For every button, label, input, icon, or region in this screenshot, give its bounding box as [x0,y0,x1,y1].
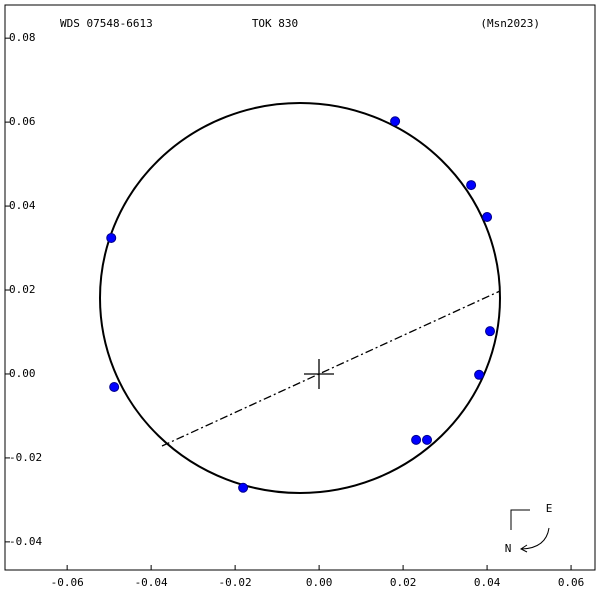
header-center: TOK 830 [252,17,298,30]
observation-point [466,180,477,191]
x-tick-label: -0.04 [135,576,168,589]
y-tick-label: 0.06 [9,115,36,128]
y-tick-label: 0.04 [9,199,36,212]
x-tick-label: 0.04 [474,576,501,589]
compass-east: E [546,502,553,515]
y-tick-label: 0.02 [9,283,36,296]
compass-north: N [505,542,512,555]
observation-point [474,369,485,380]
observation-point [390,116,401,127]
plot-frame [4,4,596,571]
compass-arms [510,509,530,530]
y-tick-label: 0.08 [9,31,36,44]
observation-point [238,482,249,493]
y-tick-label: -0.04 [9,535,42,548]
observation-point [109,381,120,392]
observation-point [482,211,493,222]
x-tick-label: -0.06 [51,576,84,589]
x-tick-label: 0.00 [306,576,333,589]
y-tick-label: -0.02 [9,451,42,464]
observation-point [411,434,422,445]
orbit [99,102,501,494]
compass-arrow [520,527,550,553]
x-tick-label: 0.06 [558,576,585,589]
x-tick-label: -0.02 [219,576,252,589]
y-tick-label: 0.00 [9,367,36,380]
header-left: WDS 07548-6613 [60,17,153,30]
observation-point [485,326,496,337]
observation-point [422,434,433,445]
x-tick-label: 0.02 [390,576,417,589]
observation-point [106,232,117,243]
header-right: (Msn2023) [480,17,540,30]
line-of-nodes [161,290,501,447]
